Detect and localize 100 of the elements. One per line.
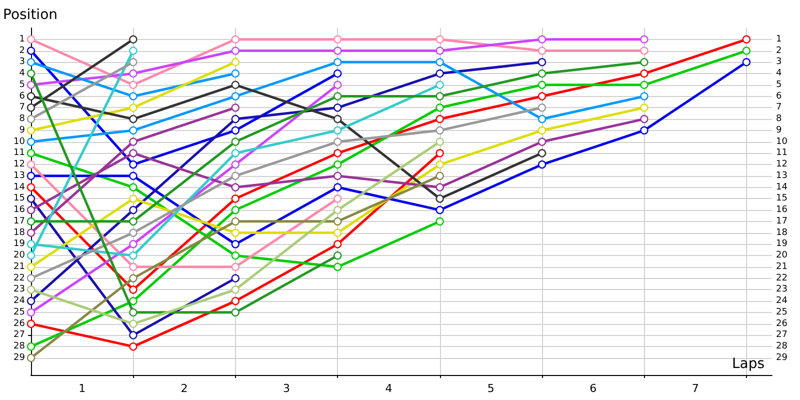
point (26, 206, 36, 214)
point (26, 149, 36, 158)
point (436, 46, 444, 55)
y-tick-label: 1 (19, 34, 25, 44)
point (334, 240, 342, 248)
y2-tick-label: 18 (776, 228, 788, 238)
point (538, 46, 546, 55)
point (640, 35, 648, 44)
point (129, 114, 138, 124)
point (26, 92, 36, 100)
point (26, 194, 36, 203)
point (640, 69, 648, 78)
point (129, 206, 138, 214)
point (129, 183, 138, 192)
point (436, 35, 444, 44)
y2-tick-label: 2 (776, 46, 782, 56)
point (538, 92, 546, 100)
point (231, 240, 240, 248)
y-tick-label: 19 (14, 239, 26, 250)
point (538, 149, 546, 158)
point (26, 104, 36, 112)
point (231, 228, 240, 237)
point (129, 35, 138, 44)
y-tick-label: 25 (14, 307, 25, 318)
point (129, 92, 138, 100)
y-tick-label: 21 (14, 262, 25, 272)
point (640, 58, 648, 66)
point (436, 194, 444, 203)
point (129, 262, 138, 272)
x-tick-label: 4 (385, 382, 392, 395)
point (231, 286, 240, 294)
point (640, 46, 648, 55)
point (538, 114, 546, 124)
point (742, 35, 751, 44)
point (231, 126, 240, 134)
point (640, 114, 648, 124)
point (26, 46, 36, 55)
point (436, 114, 444, 124)
point (26, 286, 36, 294)
point (26, 262, 36, 272)
point (231, 183, 240, 192)
y2-tick-label: 1 (776, 34, 782, 44)
y2-tick-label: 11 (776, 148, 788, 158)
point (334, 35, 342, 44)
point (231, 251, 240, 260)
point (129, 286, 138, 294)
y2-tick-label: 25 (776, 307, 788, 318)
y2-tick-label: 29 (776, 352, 788, 363)
y2-tick-label: 19 (776, 239, 788, 250)
y-tick-label: 17 (14, 216, 25, 226)
y-tick-label: 10 (14, 136, 26, 147)
point (26, 308, 36, 317)
point (436, 69, 444, 78)
point (129, 126, 138, 134)
point (334, 92, 342, 100)
point (334, 69, 342, 78)
point (129, 104, 138, 112)
point (129, 149, 138, 158)
y2-tick-label: 13 (776, 170, 788, 181)
y2-tick-label: 10 (776, 136, 788, 147)
y2-tick-label: 4 (776, 68, 782, 79)
point (640, 104, 648, 112)
y-tick-label: 15 (14, 194, 25, 204)
point (129, 138, 138, 146)
point (742, 46, 751, 55)
y2-tick-label: 8 (776, 114, 782, 124)
point (231, 69, 240, 78)
y2-tick-label: 3 (776, 57, 782, 68)
point (742, 58, 751, 66)
y-tick-label: 22 (14, 273, 25, 284)
point (231, 194, 240, 203)
point (26, 320, 36, 328)
point (26, 274, 36, 282)
point (334, 138, 342, 146)
point (129, 274, 138, 282)
point (231, 172, 240, 180)
x-tick-label: 2 (180, 382, 188, 395)
point (538, 58, 546, 66)
x-tick-label: 7 (692, 382, 699, 395)
point (640, 80, 648, 89)
point (26, 240, 36, 248)
point (538, 80, 546, 89)
point (26, 160, 36, 169)
y2-tick-label: 20 (776, 250, 788, 261)
point (436, 149, 444, 158)
point (231, 217, 240, 226)
point (334, 80, 342, 89)
y2-tick-label: 26 (776, 318, 788, 329)
point (231, 80, 240, 89)
y2-tick-label: 17 (776, 216, 788, 226)
point (334, 228, 342, 237)
x-tick-label: 1 (78, 382, 86, 395)
point (231, 262, 240, 272)
point (538, 35, 546, 44)
y-tick-label: 6 (19, 91, 26, 102)
y2-tick-label: 7 (776, 102, 782, 113)
y-tick-label: 23 (14, 284, 25, 295)
point (129, 69, 138, 78)
point (538, 138, 546, 146)
point (26, 114, 36, 124)
